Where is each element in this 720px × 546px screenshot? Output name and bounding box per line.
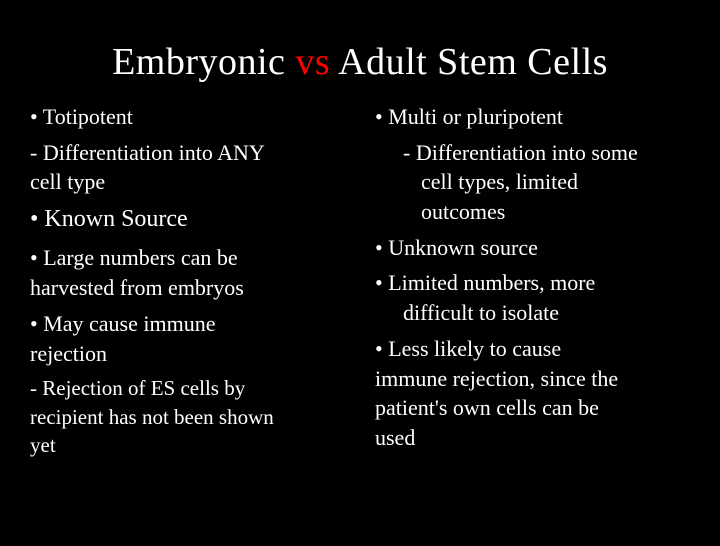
line: difficult to isolate <box>375 300 559 325</box>
line: • May cause immune <box>30 311 216 336</box>
list-item: • Known Source <box>30 203 345 235</box>
adult-column: • Multi or pluripotent - Differentiation… <box>365 102 690 465</box>
list-item: - Rejection of ES cells by recipient has… <box>30 374 345 459</box>
line: • Large numbers can be <box>30 245 238 270</box>
list-item: • Limited numbers, more difficult to iso… <box>375 268 690 327</box>
line: cell type <box>30 169 105 194</box>
line: harvested from embryos <box>30 275 244 300</box>
line: immune rejection, since the <box>375 366 618 391</box>
line: outcomes <box>403 199 505 224</box>
list-item: - Differentiation into some cell types, … <box>375 138 690 227</box>
title-part1: Embryonic <box>112 41 295 83</box>
list-item: • Totipotent <box>30 102 345 132</box>
list-item: - Differentiation into ANY cell type <box>30 138 345 197</box>
line: cell types, limited <box>403 169 578 194</box>
list-item: • Unknown source <box>375 233 690 263</box>
list-item: • Multi or pluripotent <box>375 102 690 132</box>
slide-title: Embryonic vs Adult Stem Cells <box>30 40 690 84</box>
line: • Less likely to cause <box>375 336 561 361</box>
list-item: • May cause immune rejection <box>30 309 345 368</box>
line: • Limited numbers, more <box>375 270 595 295</box>
list-item: • Large numbers can be harvested from em… <box>30 243 345 302</box>
line: used <box>375 425 415 450</box>
line: - Rejection of ES cells by <box>30 376 245 400</box>
content-columns: • Totipotent - Differentiation into ANY … <box>30 102 690 465</box>
embryonic-column: • Totipotent - Differentiation into ANY … <box>30 102 345 465</box>
line: yet <box>30 433 56 457</box>
title-vs: vs <box>295 41 330 83</box>
line: rejection <box>30 341 107 366</box>
title-part2: Adult Stem Cells <box>330 41 608 83</box>
line: recipient has not been shown <box>30 405 274 429</box>
line: - Differentiation into some <box>403 140 638 165</box>
line: - Differentiation into ANY <box>30 140 265 165</box>
list-item: • Less likely to cause immune rejection,… <box>375 334 690 453</box>
line: patient's own cells can be <box>375 395 599 420</box>
